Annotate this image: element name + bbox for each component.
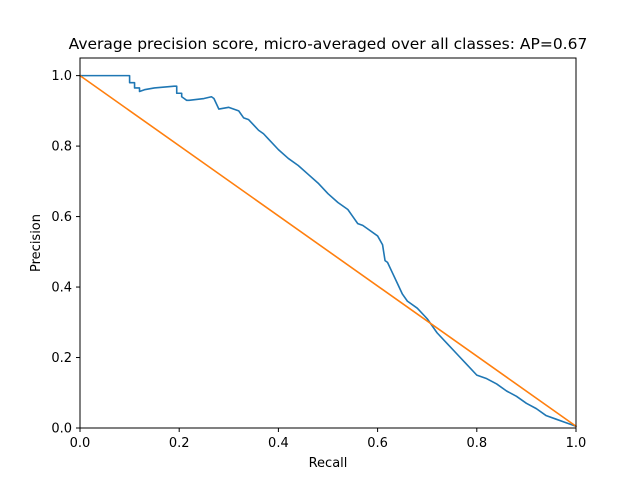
x-tick-label: 0.0	[70, 436, 91, 451]
y-tick-label: 1.0	[51, 69, 72, 84]
y-axis-label: Precision	[29, 214, 44, 272]
y-tick-label: 0.4	[51, 281, 72, 296]
x-tick-label: 0.6	[367, 436, 388, 451]
y-tick-label: 0.6	[51, 210, 72, 225]
x-axis-label: Recall	[309, 456, 348, 471]
y-tick-label: 0.2	[51, 351, 72, 366]
series-line-1	[79, 74, 577, 428]
x-axis-ticks: 0.0 0.2 0.4 0.6 0.8 1.0	[70, 428, 587, 451]
x-tick-label: 1.0	[566, 436, 587, 451]
plot-area	[80, 58, 576, 428]
x-tick-label: 0.2	[169, 436, 190, 451]
chart-title: Average precision score, micro-averaged …	[69, 35, 588, 53]
y-axis-ticks: 0.0 0.2 0.4 0.6 0.8 1.0	[51, 69, 80, 437]
series-layer	[79, 74, 577, 428]
y-tick-label: 0.8	[51, 140, 72, 155]
y-tick-label: 0.0	[51, 422, 72, 437]
series-line-0	[79, 74, 577, 428]
x-tick-label: 0.4	[268, 436, 289, 451]
x-tick-label: 0.8	[466, 436, 487, 451]
plot-frame	[79, 57, 577, 429]
